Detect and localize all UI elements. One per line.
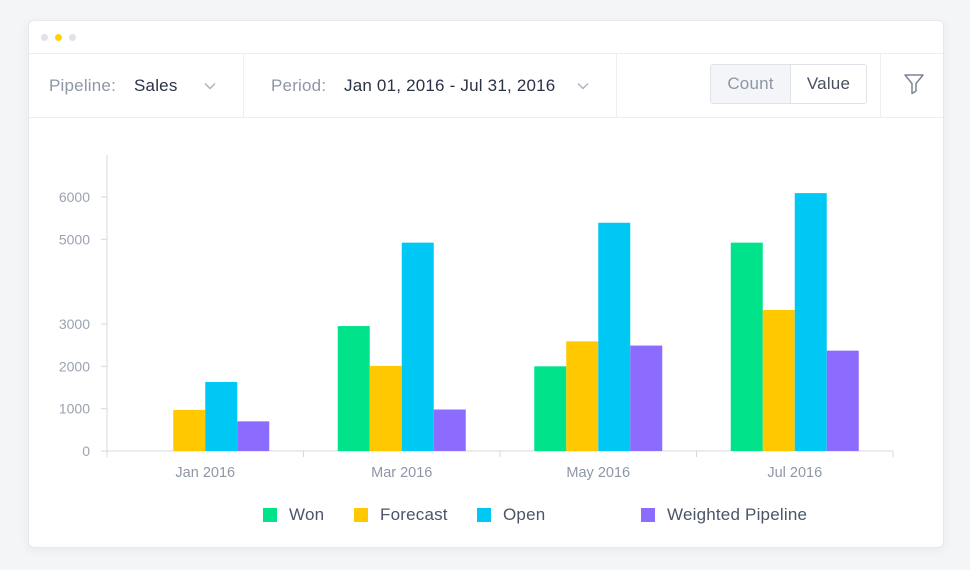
toolbar-divider xyxy=(243,54,244,117)
toolbar-divider xyxy=(616,54,617,117)
bar-weighted-pipeline[interactable] xyxy=(433,409,466,451)
x-tick-label: Jul 2016 xyxy=(767,465,822,481)
bar-chart: 0 1000 2000 3000 5000 6000 Jan 2016 Mar 2016 Ma… xyxy=(59,155,894,481)
legend-label: Won xyxy=(289,505,325,524)
filter-icon[interactable] xyxy=(903,72,925,96)
chevron-down-icon xyxy=(204,83,216,90)
bar-won[interactable] xyxy=(337,326,370,451)
y-tick-label: 0 xyxy=(82,443,90,459)
legend-item-weighted-pipeline[interactable]: Weighted Pipeline xyxy=(641,503,807,527)
legend-swatch xyxy=(477,508,491,522)
x-tick-label: Mar 2016 xyxy=(371,465,432,481)
chart-legend: Won Forecast Open Weighted Pipeline xyxy=(29,503,943,527)
pipeline-label: Pipeline: xyxy=(49,75,117,95)
bar-series xyxy=(173,193,859,452)
pipeline-value: Sales xyxy=(134,75,178,95)
bar-won[interactable] xyxy=(730,242,763,451)
bar-open[interactable] xyxy=(205,381,238,451)
x-tick-label: May 2016 xyxy=(566,465,630,481)
bar-forecast[interactable] xyxy=(173,409,206,451)
bar-won[interactable] xyxy=(534,366,567,451)
bar-forecast[interactable] xyxy=(369,365,402,451)
legend-swatch xyxy=(263,508,277,522)
value-button[interactable]: Value xyxy=(791,65,866,103)
y-tick-label: 3000 xyxy=(59,316,90,332)
y-tick-label: 6000 xyxy=(59,189,90,205)
legend-swatch xyxy=(641,508,655,522)
period-label: Period: xyxy=(271,75,327,95)
legend-label: Open xyxy=(503,505,546,524)
window-titlebar xyxy=(29,21,943,54)
chart-window: Pipeline: Sales Period: Jan 01, 2016 - J… xyxy=(28,20,944,548)
pipeline-select[interactable]: Pipeline: Sales xyxy=(29,54,243,117)
legend-label: Forecast xyxy=(380,505,448,524)
x-tick-label: Jan 2016 xyxy=(175,465,235,481)
legend-item-won[interactable]: Won xyxy=(263,503,324,527)
y-tick-label: 5000 xyxy=(59,231,90,247)
toolbar-divider xyxy=(880,54,881,117)
window-dot-2 xyxy=(55,34,62,41)
count-value-toggle: Count Value xyxy=(710,64,867,104)
y-axis: 0 1000 2000 3000 5000 6000 xyxy=(59,155,108,459)
chevron-down-icon xyxy=(577,83,589,90)
legend-label: Weighted Pipeline xyxy=(667,505,808,524)
chart-toolbar: Pipeline: Sales Period: Jan 01, 2016 - J… xyxy=(29,54,943,118)
bar-weighted-pipeline[interactable] xyxy=(237,421,270,451)
y-tick-label: 2000 xyxy=(59,358,90,374)
window-dot-3 xyxy=(69,34,76,41)
x-axis: Jan 2016 Mar 2016 May 2016 Jul 2016 xyxy=(106,450,894,481)
window-dot-1 xyxy=(41,34,48,41)
legend-item-forecast[interactable]: Forecast xyxy=(354,503,448,527)
bar-open[interactable] xyxy=(794,193,827,452)
bar-forecast[interactable] xyxy=(762,309,795,451)
bar-weighted-pipeline[interactable] xyxy=(630,345,663,451)
legend-item-open[interactable]: Open xyxy=(477,503,545,527)
y-tick-label: 1000 xyxy=(59,401,90,417)
bar-open[interactable] xyxy=(598,222,631,451)
period-value: Jan 01, 2016 - Jul 31, 2016 xyxy=(344,75,556,95)
period-select[interactable]: Period: Jan 01, 2016 - Jul 31, 2016 xyxy=(244,54,616,117)
bar-forecast[interactable] xyxy=(566,341,599,451)
count-button[interactable]: Count xyxy=(711,65,791,103)
legend-swatch xyxy=(354,508,368,522)
bar-weighted-pipeline[interactable] xyxy=(826,350,859,451)
bar-open[interactable] xyxy=(401,242,434,451)
